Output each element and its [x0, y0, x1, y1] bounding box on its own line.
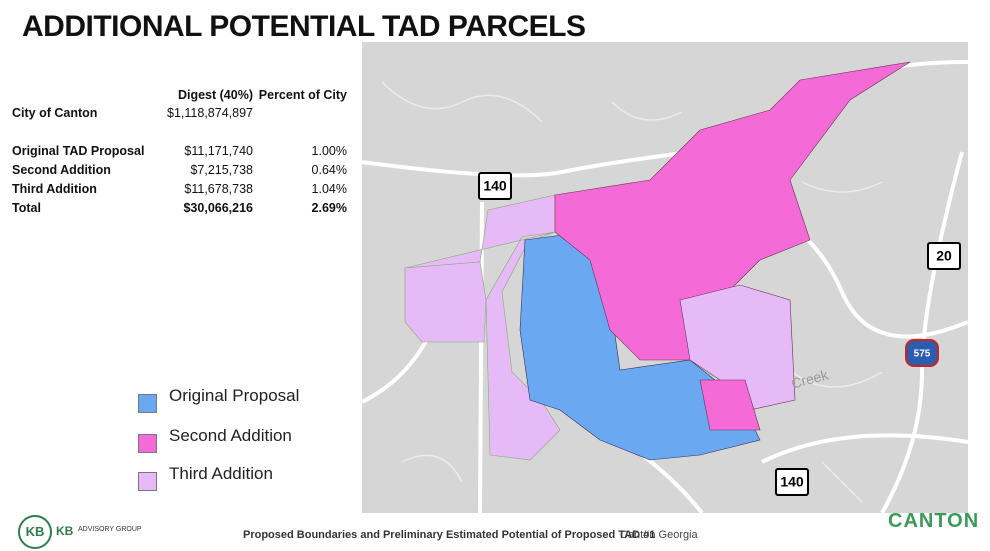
place: Canton Georgia [620, 529, 698, 541]
shield-label: 140 [780, 474, 804, 490]
cell: 1.00% [311, 144, 347, 158]
cell: $30,066,216 [183, 201, 253, 215]
shield-label: 20 [936, 248, 952, 264]
row-label: Second Addition [12, 163, 111, 177]
streets [381, 81, 883, 503]
shield [775, 468, 809, 496]
column-header: Percent of City [258, 88, 347, 102]
cell: $11,171,740 [184, 144, 253, 158]
row-label: Third Addition [12, 182, 97, 196]
third-addition-area [404, 261, 487, 343]
legend-label: Third Addition [169, 464, 273, 483]
cell: 1.04% [311, 182, 347, 196]
cell: $7,215,738 [190, 163, 253, 177]
cell: $11,678,738 [184, 182, 253, 196]
cell: 2.69% [311, 201, 347, 215]
third-addition-area [679, 284, 796, 411]
legend-label: Original Proposal [169, 386, 300, 405]
shield [905, 339, 939, 367]
legend-swatch [138, 394, 157, 413]
logo-text: ADVISORY GROUP [78, 526, 142, 533]
shield-label: 140 [483, 178, 507, 194]
row-label: City of Canton [12, 106, 98, 120]
logo: KB [18, 515, 52, 549]
legend-swatch [138, 434, 157, 453]
second-addition-area [699, 379, 761, 431]
shield-label: 575 [914, 349, 931, 360]
shield [927, 242, 961, 270]
logo-mark: KB [56, 524, 74, 538]
row-label: Total [12, 201, 41, 215]
cell: $1,118,874,897 [167, 106, 253, 120]
second-addition-area [554, 61, 911, 361]
city-logo: CANTON [888, 510, 980, 532]
title: ADDITIONAL POTENTIAL TAD PARCELS [22, 10, 586, 43]
caption: Proposed Boundaries and Preliminary Esti… [243, 529, 656, 541]
legend-label: Second Addition [169, 426, 292, 445]
shield [478, 172, 512, 200]
third-addition-area [404, 194, 561, 461]
row-label: Original TAD Proposal [12, 144, 145, 158]
legend-swatch [138, 472, 157, 491]
column-header: Digest (40%) [177, 88, 253, 102]
shields: 140 20 575 140 [478, 172, 961, 496]
cell: 0.64% [311, 163, 347, 177]
